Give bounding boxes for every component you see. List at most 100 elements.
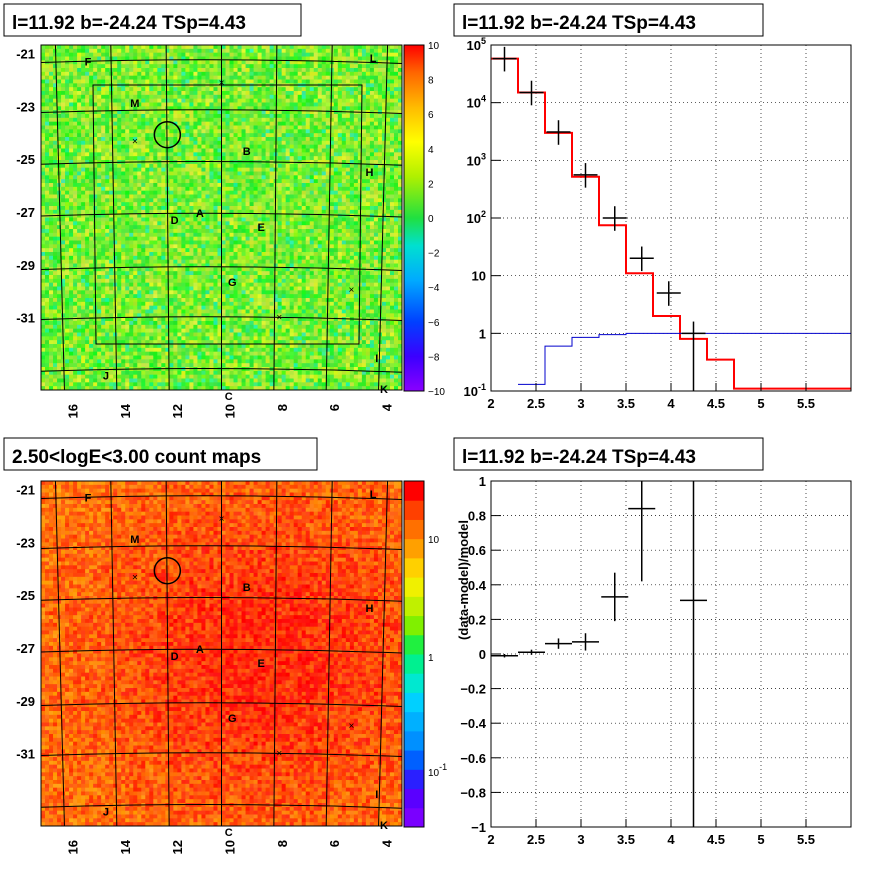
heatmap-cell — [253, 328, 259, 333]
heatmap-cell — [241, 106, 247, 111]
heatmap-cell — [153, 202, 158, 207]
heatmap-cell — [245, 217, 251, 222]
heatmap-cell — [53, 255, 58, 261]
heatmap-cell — [225, 267, 231, 272]
heatmap-cell — [65, 75, 70, 80]
heatmap-cell — [81, 94, 86, 100]
heatmap-cell — [157, 110, 162, 115]
heatmap-cell — [213, 156, 218, 161]
heatmap-cell — [141, 332, 146, 337]
heatmap-cell — [101, 347, 106, 353]
heatmap-cell — [153, 248, 158, 253]
heatmap-cell — [145, 240, 150, 245]
heatmap-cell — [89, 294, 94, 299]
heatmap-cell — [201, 102, 206, 107]
heatmap-cell — [245, 140, 251, 146]
heatmap-cell — [153, 340, 158, 345]
heatmap-cell — [213, 359, 218, 364]
heatmap-cell — [149, 102, 154, 107]
heatmap-cell — [105, 347, 110, 353]
heatmap-cell — [241, 94, 247, 100]
heatmap-cell — [149, 309, 154, 314]
heatmap-cell — [257, 359, 263, 364]
heatmap-cell — [257, 114, 263, 119]
heatmap-cell — [233, 347, 239, 353]
heatmap-cell — [145, 133, 150, 138]
heatmap-cell — [53, 167, 58, 172]
heatmap-cell — [141, 194, 146, 199]
heatmap-cell — [229, 232, 235, 238]
heatmap-cell — [197, 52, 202, 57]
heatmap-cell — [261, 190, 267, 195]
heatmap-cell — [161, 317, 166, 322]
heatmap-cell — [229, 328, 235, 333]
heatmap-cell — [145, 183, 150, 188]
heatmap-cell — [69, 229, 74, 234]
heatmap-cell — [229, 301, 235, 307]
heatmap-cell — [253, 106, 259, 111]
heatmap-cell — [129, 232, 134, 238]
heatmap-cell — [69, 355, 74, 360]
heatmap-cell — [161, 171, 166, 176]
heatmap-cell — [225, 378, 231, 383]
heatmap-cell — [61, 282, 66, 287]
heatmap-cell — [149, 114, 154, 119]
heatmap-cell — [117, 91, 122, 96]
heatmap-cell — [225, 106, 231, 111]
heatmap-cell — [113, 271, 118, 276]
heatmap-cell — [201, 367, 206, 372]
heatmap-cell — [49, 313, 54, 318]
heatmap-cell — [209, 382, 214, 387]
heatmap-cell — [153, 75, 158, 80]
heatmap-cell — [205, 140, 210, 146]
heatmap-cell — [125, 171, 130, 176]
heatmap-cell — [221, 194, 227, 199]
heatmap-cell — [129, 229, 134, 234]
heatmap-cell — [141, 278, 146, 284]
heatmap-cell — [257, 259, 263, 264]
heatmap-cell — [93, 87, 98, 92]
heatmap-cell — [149, 286, 154, 291]
heatmap-cell — [201, 351, 206, 356]
heatmap-cell — [257, 179, 263, 184]
heatmap-cell — [153, 259, 158, 264]
heatmap-cell — [257, 194, 263, 199]
heatmap-cell — [221, 183, 227, 188]
heatmap-cell — [93, 79, 98, 84]
heatmap-cell — [113, 198, 118, 203]
heatmap-cell — [41, 344, 46, 349]
heatmap-cell — [177, 75, 182, 80]
heatmap-cell — [157, 321, 162, 326]
heatmap-cell — [113, 171, 118, 176]
heatmap-cell — [193, 156, 198, 161]
heatmap-cell — [105, 117, 110, 123]
heatmap-cell — [209, 98, 214, 103]
heatmap-cell — [101, 133, 106, 138]
heatmap-cell — [169, 317, 174, 322]
heatmap-cell — [185, 190, 190, 195]
heatmap-cell — [177, 351, 182, 356]
heatmap-cell — [253, 229, 259, 234]
heatmap-cell — [209, 370, 214, 376]
heatmap-cell — [205, 263, 210, 268]
heatmap-cell — [149, 282, 154, 287]
heatmap-cell — [181, 179, 186, 184]
heatmap-cell — [65, 163, 70, 169]
heatmap-cell — [113, 60, 118, 65]
heatmap-cell — [253, 382, 259, 387]
heatmap-cell — [121, 209, 126, 215]
heatmap-cell — [41, 209, 46, 215]
heatmap-cell — [185, 117, 190, 123]
heatmap-cell — [41, 156, 46, 161]
heatmap-cell — [237, 294, 243, 299]
heatmap-cell — [201, 160, 206, 165]
heatmap-cell — [157, 263, 162, 268]
heatmap-cell — [85, 263, 90, 268]
heatmap-cell — [229, 48, 235, 54]
heatmap-cell — [205, 152, 210, 157]
heatmap-cell — [241, 275, 247, 280]
heatmap-cell — [141, 167, 146, 172]
heatmap-cell — [245, 60, 251, 65]
heatmap-cell — [197, 48, 202, 54]
heatmap-cell — [133, 209, 138, 215]
